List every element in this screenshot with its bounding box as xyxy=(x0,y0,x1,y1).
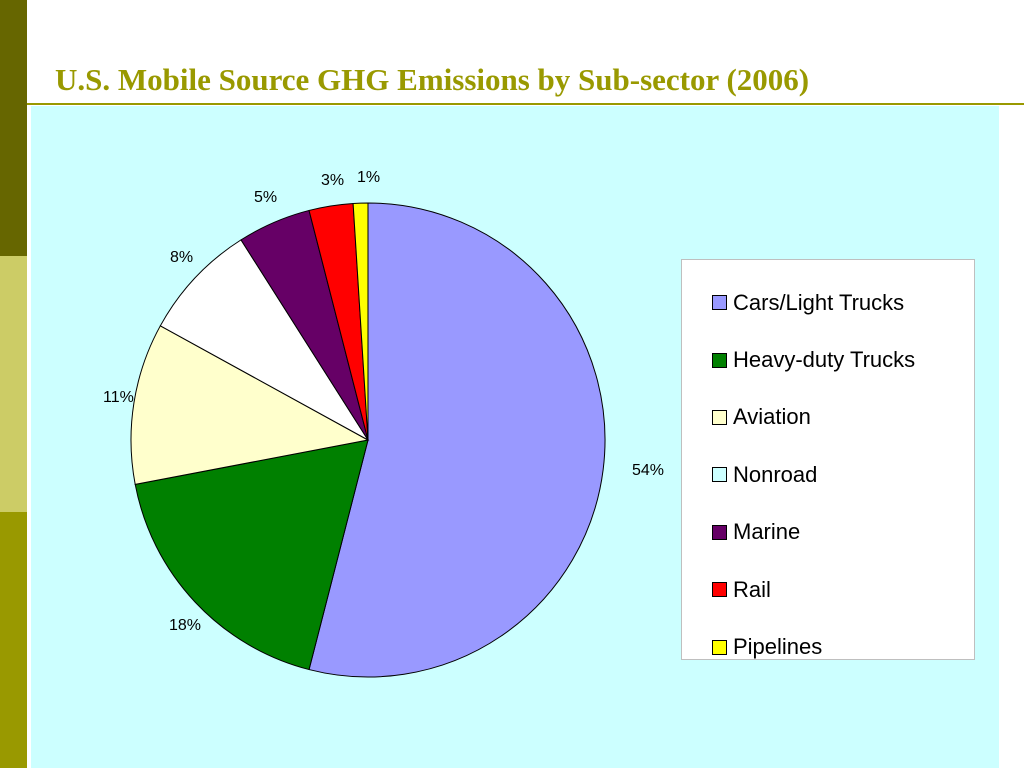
side-accent-bar-bottom xyxy=(0,512,27,768)
legend-item-rail: Rail xyxy=(712,561,974,618)
legend-label: Nonroad xyxy=(733,461,818,487)
legend-item-marine: Marine xyxy=(712,504,974,561)
legend-item-pipelines: Pipelines xyxy=(712,618,974,675)
legend-item-cars-light-trucks: Cars/Light Trucks xyxy=(712,274,974,331)
side-accent-bar-top xyxy=(0,0,27,256)
slide-title: U.S. Mobile Source GHG Emissions by Sub-… xyxy=(55,62,810,97)
chart-legend: Cars/Light Trucks Heavy-duty Trucks Avia… xyxy=(681,259,975,660)
pie-data-label: 18% xyxy=(169,617,201,634)
legend-label: Heavy-duty Trucks xyxy=(733,347,916,373)
side-accent-bar-middle xyxy=(0,256,27,512)
legend-label: Pipelines xyxy=(733,634,823,660)
legend-swatch xyxy=(712,639,727,655)
legend-swatch xyxy=(712,295,727,311)
legend-swatch xyxy=(712,409,727,425)
legend-item-aviation: Aviation xyxy=(712,389,974,446)
legend-label: Rail xyxy=(733,576,771,602)
pie-chart: 54% 18% 11% 8% 5% 3% 1% xyxy=(103,169,664,678)
pie-slice-nonroad xyxy=(159,239,369,441)
legend-label: Aviation xyxy=(733,404,811,430)
pie-data-label: 5% xyxy=(254,189,277,206)
pie-slice-cars-light-trucks xyxy=(308,202,606,678)
legend-item-nonroad: Nonroad xyxy=(712,446,974,503)
legend-swatch xyxy=(712,582,727,598)
pie-slice-aviation xyxy=(130,325,370,485)
title-rule xyxy=(27,103,1024,105)
pie-data-label: 8% xyxy=(170,249,193,266)
legend-label: Marine xyxy=(733,519,801,545)
pie-slice-heavy-duty-trucks xyxy=(134,439,369,671)
pie-data-label: 54% xyxy=(632,462,664,479)
pie-data-label: 1% xyxy=(357,169,380,186)
legend-swatch xyxy=(712,467,727,483)
pie-data-label: 11% xyxy=(103,389,134,406)
legend-item-heavy-duty-trucks: Heavy-duty Trucks xyxy=(712,331,974,388)
chart-area: 54% 18% 11% 8% 5% 3% 1% Cars/Light Trucks Heav… xyxy=(31,106,999,768)
legend-swatch xyxy=(712,352,727,368)
legend-label: Cars/Light Trucks xyxy=(733,289,905,315)
pie-data-label: 3% xyxy=(321,172,344,189)
pie-slice-pipelines xyxy=(352,202,369,441)
legend-swatch xyxy=(712,524,727,540)
